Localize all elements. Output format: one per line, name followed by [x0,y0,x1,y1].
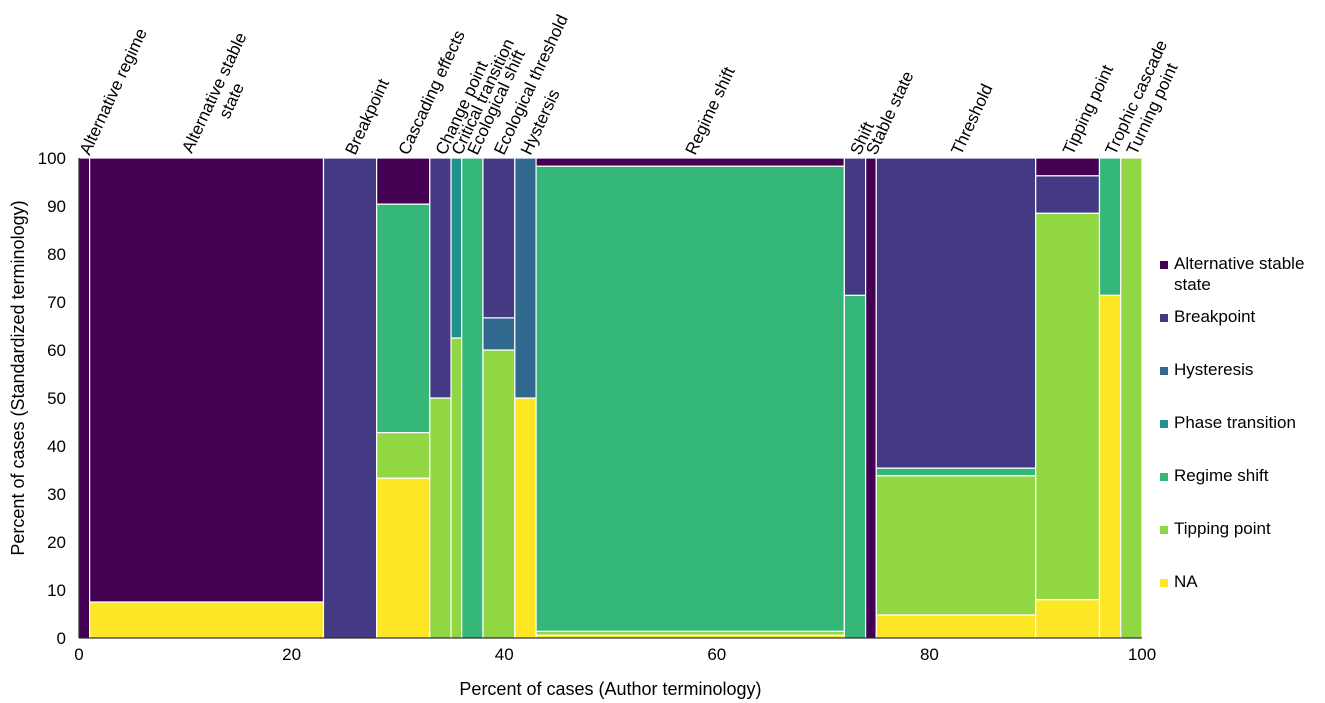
legend-swatch-alternative-stable-state [1160,261,1168,269]
y-tick-label: 40 [47,437,66,456]
legend-label-tipping-point: Tipping point [1174,519,1271,538]
column-label-line: Stable state [862,68,917,157]
mosaic-cell-shift-regime-shift [843,294,867,639]
column-label-stable-state: Stable state [862,68,917,157]
mosaic-cell-tipping-point-tipping-point [1035,212,1101,601]
y-tick-label: 50 [47,389,66,408]
legend-swatch-phase-transition [1160,420,1168,428]
legend-swatch-na [1160,579,1168,587]
axes [78,158,1142,639]
mosaic-cell-alternative-stable-state-alternative-stable-state [89,157,325,603]
mosaic-cell-threshold-tipping-point [875,475,1037,616]
legend-label-line: Phase transition [1174,413,1296,432]
y-tick-label: 70 [47,293,66,312]
mosaic-cell-turning-point-tipping-point [1120,157,1143,639]
x-tick-label: 40 [495,645,514,664]
legend-swatch-breakpoint [1160,314,1168,322]
legend-label-alternative-stable-state: Alternative stable state [1174,254,1304,294]
mosaic-cell-cascading-effects-alternative-stable-state [376,157,431,205]
mosaic-cell-ecological-threshold-tipping-point [482,349,516,639]
legend-label-hysteresis: Hysteresis [1174,360,1253,379]
legend-label-phase-transition: Phase transition [1174,413,1296,432]
column-label-line: Regime shift [682,64,739,158]
legend-label-line: Tipping point [1174,519,1271,538]
x-tick-label: 100 [1128,645,1156,664]
x-tick-label: 80 [920,645,939,664]
plot-area [78,157,1143,639]
mosaic-cell-ecological-threshold-hysteresis [482,317,516,351]
mosaic-cell-shift-breakpoint [843,157,867,296]
mosaic-cell-trophic-cascade-na [1098,294,1122,639]
column-label-alternative-stable-state: Alternative stablestate [178,30,268,164]
x-tick-labels: 0 20 40 60 80 100 [74,645,1156,664]
column-label-line: Alternative regime [76,25,151,157]
legend-swatch-hysteresis [1160,367,1168,375]
column-label-breakpoint: Breakpoint [341,76,393,158]
mosaic-cell-critical-transition-tipping-point [450,337,463,639]
y-tick-label: 90 [47,197,66,216]
y-tick-label: 0 [57,629,66,648]
column-label-line: Threshold [947,81,996,158]
mosaic-cell-alternative-stable-state-na [89,601,325,639]
mosaic-cell-regime-shift-regime-shift [535,165,845,632]
mosaic-cell-critical-transition-phase-transition [450,157,463,339]
legend-label-line: Hysteresis [1174,360,1253,379]
mosaic-cell-cascading-effects-regime-shift [376,203,431,434]
legend-swatch-tipping-point [1160,526,1168,534]
mosaic-cell-ecological-threshold-breakpoint [482,157,516,319]
mosaic-cell-trophic-cascade-regime-shift [1098,157,1122,296]
y-tick-label: 10 [47,581,66,600]
legend-label-line: NA [1174,572,1198,591]
y-tick-label: 20 [47,533,66,552]
y-tick-label: 60 [47,341,66,360]
legend-label-line: Regime shift [1174,466,1269,485]
mosaic-cell-threshold-breakpoint [875,157,1037,469]
mosaic-cell-alternative-regime-alternative-stable-state [78,157,91,639]
mosaic-cell-cascading-effects-na [376,477,431,639]
mosaic-cell-ecological-shift-regime-shift [461,157,484,639]
y-tick-label: 30 [47,485,66,504]
column-labels: Alternative regime Alternative stablestat… [76,12,1182,164]
column-label-regime-shift: Regime shift [682,64,739,158]
y-tick-label: 100 [38,149,66,168]
legend-label-regime-shift: Regime shift [1174,466,1269,485]
legend-label-line: Alternative stable [1174,254,1304,273]
column-label-line: Breakpoint [341,76,393,158]
legend-label-na: NA [1174,572,1198,591]
mosaic-cell-change-point-breakpoint [429,157,452,399]
mosaic-cell-regime-shift-alternative-stable-state [535,157,845,167]
column-label-alternative-regime: Alternative regime [76,25,151,157]
mosaic-cell-tipping-point-na [1035,598,1101,639]
mosaic-cell-stable-state-alternative-stable-state [865,157,877,639]
x-tick-label: 20 [282,645,301,664]
x-tick-label: 60 [707,645,726,664]
mosaic-cell-tipping-point-breakpoint [1035,175,1101,214]
legend-label-line: state [1174,275,1211,294]
legend-swatch-regime-shift [1160,473,1168,481]
legend: Alternative stable state Breakpoint Hystere… [1160,254,1304,591]
mosaic-cell-threshold-regime-shift [875,467,1037,477]
y-axis-title: Percent of cases (Standardized terminolo… [8,200,28,555]
mosaic-cell-cascading-effects-tipping-point [376,431,431,479]
mosaic-cell-threshold-na [875,614,1037,639]
mosaic-cell-change-point-tipping-point [429,397,452,639]
y-tick-labels: 0 10 20 30 40 50 60 70 80 90 100 [38,149,66,648]
mosaic-cell-tipping-point-alternative-stable-state [1035,157,1101,177]
y-tick-label: 80 [47,245,66,264]
legend-label-line: Breakpoint [1174,307,1256,326]
column-label-threshold: Threshold [947,81,996,158]
legend-label-breakpoint: Breakpoint [1174,307,1256,326]
x-tick-label: 0 [74,645,83,664]
mosaic-cell-hystersis-hysteresis [514,157,537,399]
mosaic-cell-breakpoint-breakpoint [322,157,378,639]
x-axis-title: Percent of cases (Author terminology) [459,679,761,699]
mosaic-cell-hystersis-na [514,397,537,639]
